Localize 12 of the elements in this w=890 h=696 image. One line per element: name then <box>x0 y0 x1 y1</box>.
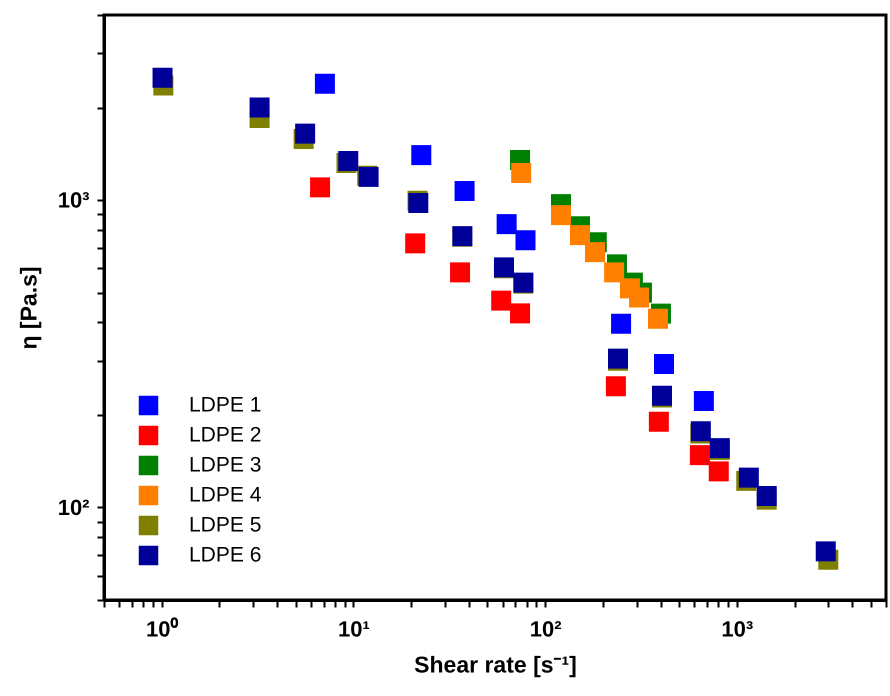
x-tick-label: 10¹ <box>338 616 370 642</box>
legend-label: LDPE 3 <box>189 454 262 476</box>
legend-label: LDPE 5 <box>189 514 262 536</box>
legend-label: LDPE 1 <box>189 394 262 416</box>
x-tick-label: 10³ <box>721 616 754 642</box>
y-axis-title: η [Pa.s] <box>16 266 42 350</box>
x-tick-label: 10⁰ <box>146 616 178 642</box>
legend-label: LDPE 6 <box>189 544 262 566</box>
x-tick-label: 10² <box>530 616 562 642</box>
legend-label: LDPE 4 <box>189 484 262 506</box>
x-axis-title: Shear rate [s⁻¹] <box>414 652 577 678</box>
legend-label: LDPE 2 <box>189 424 262 446</box>
